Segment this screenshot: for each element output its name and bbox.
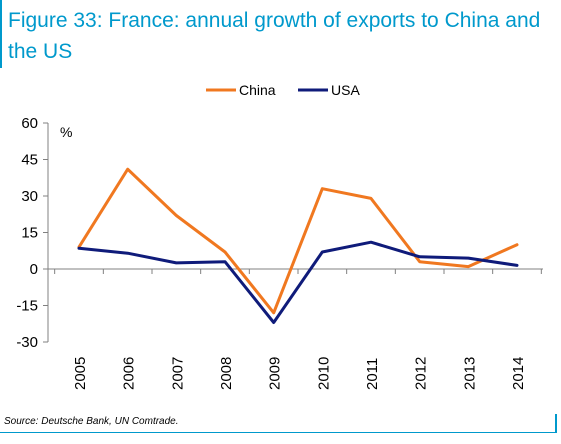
y-tick-label: 45 (21, 152, 38, 169)
series-line-usa (77, 240, 519, 324)
y-unit-label: % (60, 124, 72, 140)
legend-label-usa: USA (331, 82, 360, 98)
figure-title: Figure 33: France: annual growth of expo… (8, 9, 541, 63)
x-tick-label: 2005 (72, 357, 89, 390)
x-tick-label: 2011 (364, 358, 381, 390)
footer-rule (0, 432, 556, 433)
chart-area: -30 -15 0 15 30 45 60% 2005 2006 2007 2008 2009 2010… (0, 70, 561, 410)
legend-label-china: China (239, 82, 276, 98)
title-bar: Figure 33: France: annual growth of expo… (0, 0, 561, 68)
footer-accent-tick (555, 414, 557, 433)
y-tick-label: 30 (21, 188, 38, 205)
y-tick-label: 15 (21, 225, 38, 242)
y-tick-label: 0 (30, 261, 38, 278)
x-tick-label: 2012 (413, 357, 430, 390)
y-tick-label: -15 (16, 298, 38, 315)
x-tick-label: 2006 (121, 357, 138, 390)
x-tick-label: 2008 (218, 357, 235, 390)
y-tick-label: -30 (16, 334, 38, 351)
line-chart: -30 -15 0 15 30 45 60 % 2005 2006 2007 2008 2009 2010… (16, 82, 543, 390)
y-tick-label: 60 (21, 115, 38, 132)
x-tick-label: 2007 (169, 357, 186, 390)
x-tick-label: 2013 (461, 357, 478, 390)
series-line-china (77, 167, 519, 315)
x-tick-label: 2009 (267, 357, 284, 390)
source-note: Source: Deutsche Bank, UN Comtrade. (4, 416, 179, 427)
x-tick-label: 2014 (510, 357, 527, 390)
x-tick-label: 2010 (315, 357, 332, 390)
